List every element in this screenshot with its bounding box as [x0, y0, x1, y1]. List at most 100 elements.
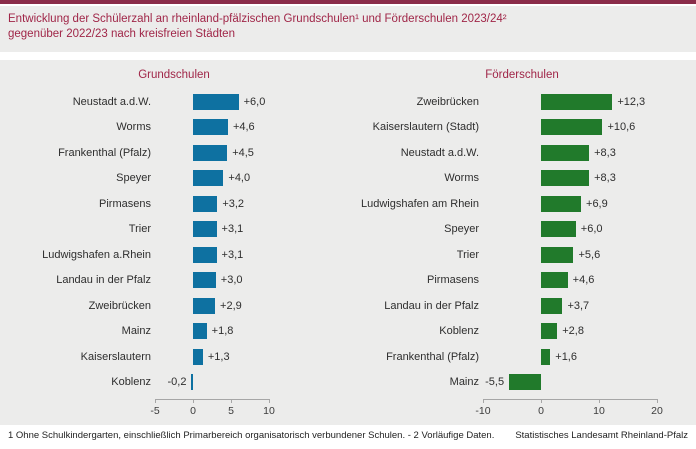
bar [541, 272, 568, 289]
bar-row: Koblenz -0,2 [0, 370, 348, 396]
bar [541, 348, 551, 365]
value-label: +3,1 [221, 248, 244, 261]
bar-row: Frankenthal (Pfalz) +4,5 [0, 140, 348, 166]
title-block: Entwicklung der Schülerzahl an rheinland… [0, 6, 696, 52]
bar [193, 93, 239, 110]
category-label: Pirmasens [427, 274, 479, 287]
value-label: -5,5 [485, 376, 505, 389]
x-axis-tick [269, 399, 270, 403]
value-label: +3,7 [567, 299, 590, 312]
x-axis-tick-label: 20 [651, 405, 663, 417]
value-label: +5,6 [578, 248, 601, 261]
bar-row: Ludwigshafen am Rhein +6,9 [348, 191, 696, 217]
x-axis-tick [657, 399, 658, 403]
value-label: +2,9 [220, 299, 242, 312]
x-axis-tick [231, 399, 232, 403]
bar-row: Trier +5,6 [348, 242, 696, 268]
bar [193, 246, 217, 263]
value-label: +1,8 [211, 325, 234, 338]
chart-title-grundschulen: Grundschulen [138, 69, 210, 81]
x-axis-tick-label: -10 [475, 405, 491, 417]
bars-grundschulen: Neustadt a.d.W. +6,0 Worms +4,6 Frankenthal … [0, 89, 348, 395]
x-axis-tick [155, 399, 156, 403]
value-label: +2,8 [562, 325, 584, 338]
bar-row: Zweibrücken +2,9 [0, 293, 348, 319]
bar [191, 374, 193, 391]
bar [193, 272, 216, 289]
bar-row: Pirmasens +4,6 [348, 268, 696, 294]
bar [541, 144, 590, 161]
bar [541, 297, 563, 314]
footer: 1 Ohne Schulkindergarten, einschließlich… [0, 430, 696, 441]
category-label: Speyer [116, 172, 151, 185]
bar [193, 297, 216, 314]
value-label: +4,5 [232, 146, 254, 159]
bar-row: Worms +4,6 [0, 115, 348, 141]
bar-row: Worms +8,3 [348, 166, 696, 192]
value-label: +1,3 [207, 350, 230, 363]
x-axis-tick [541, 399, 542, 403]
chart-area: Grundschulen Neustadt a.d.W. +6,0 Worms +4,… [0, 60, 696, 425]
bar [193, 221, 217, 238]
bar [509, 374, 541, 391]
bar [541, 195, 582, 212]
bar-row: Pirmasens +3,2 [0, 191, 348, 217]
bar [193, 348, 203, 365]
bar-row: Koblenz +2,8 [348, 319, 696, 345]
page-title-line1: Entwicklung der Schülerzahl an rheinland… [8, 13, 507, 25]
value-label: +6,0 [580, 223, 603, 236]
category-label: Frankenthal (Pfalz) [58, 146, 151, 159]
x-axis-tick [483, 399, 484, 403]
value-label: +6,0 [243, 95, 266, 108]
top-accent-bar [0, 0, 696, 4]
bar-row: Zweibrücken +12,3 [348, 89, 696, 115]
bar-row: Landau in der Pfalz +3,0 [0, 268, 348, 294]
category-label: Mainz [121, 325, 151, 338]
value-label: +3,1 [221, 223, 244, 236]
x-axis-tick-label: 10 [263, 405, 275, 417]
category-label: Zweibrücken [88, 299, 151, 312]
x-axis-grundschulen: -5 0 5 10 [0, 399, 348, 425]
bar-row: Neustadt a.d.W. +6,0 [0, 89, 348, 115]
chart-panel-grundschulen: Grundschulen Neustadt a.d.W. +6,0 Worms +4,… [0, 60, 348, 425]
bars-foerderschulen: Zweibrücken +12,3 Kaiserslautern (Stadt) +1… [348, 89, 696, 395]
bar-row: Landau in der Pfalz +3,7 [348, 293, 696, 319]
category-label: Pirmasens [99, 197, 151, 210]
value-label: +3,0 [220, 274, 243, 287]
bar-row: Trier +3,1 [0, 217, 348, 243]
category-label: Worms [116, 121, 151, 134]
bar-row: Neustadt a.d.W. +8,3 [348, 140, 696, 166]
value-label: +10,6 [607, 121, 636, 134]
value-label: +4,0 [228, 172, 251, 185]
value-label: +6,9 [586, 197, 608, 210]
bar [541, 221, 576, 238]
bar-row: Mainz +1,8 [0, 319, 348, 345]
bar-row: Kaiserslautern +1,3 [0, 344, 348, 370]
category-label: Neustadt a.d.W. [72, 95, 151, 108]
category-label: Zweibrücken [416, 95, 479, 108]
value-label: +4,6 [232, 121, 255, 134]
x-axis-tick [599, 399, 600, 403]
bar [541, 93, 613, 110]
bar-row: Frankenthal (Pfalz) +1,6 [348, 344, 696, 370]
category-label: Landau in der Pfalz [56, 274, 151, 287]
x-axis-line [155, 399, 269, 400]
bar [541, 170, 590, 187]
category-label: Trier [128, 223, 151, 236]
x-axis-line [483, 399, 657, 400]
category-label: Worms [444, 172, 479, 185]
category-label: Mainz [449, 376, 479, 389]
bar [193, 119, 228, 136]
bar [193, 195, 218, 212]
bar-row: Kaiserslautern (Stadt) +10,6 [348, 115, 696, 141]
bar [193, 323, 207, 340]
footnote: 1 Ohne Schulkindergarten, einschließlich… [8, 430, 495, 441]
category-label: Ludwigshafen am Rhein [360, 197, 479, 210]
chart-panel-foerderschulen: Förderschulen Zweibrücken +12,3 Kaiserslau… [348, 60, 696, 425]
page-title-line2: gegenüber 2022/23 nach kreisfreien Städt… [8, 28, 235, 40]
bar [541, 119, 603, 136]
source-label: Statistisches Landesamt Rheinland-Pfalz [515, 430, 688, 441]
value-label: +3,2 [222, 197, 245, 210]
bar [193, 170, 224, 187]
